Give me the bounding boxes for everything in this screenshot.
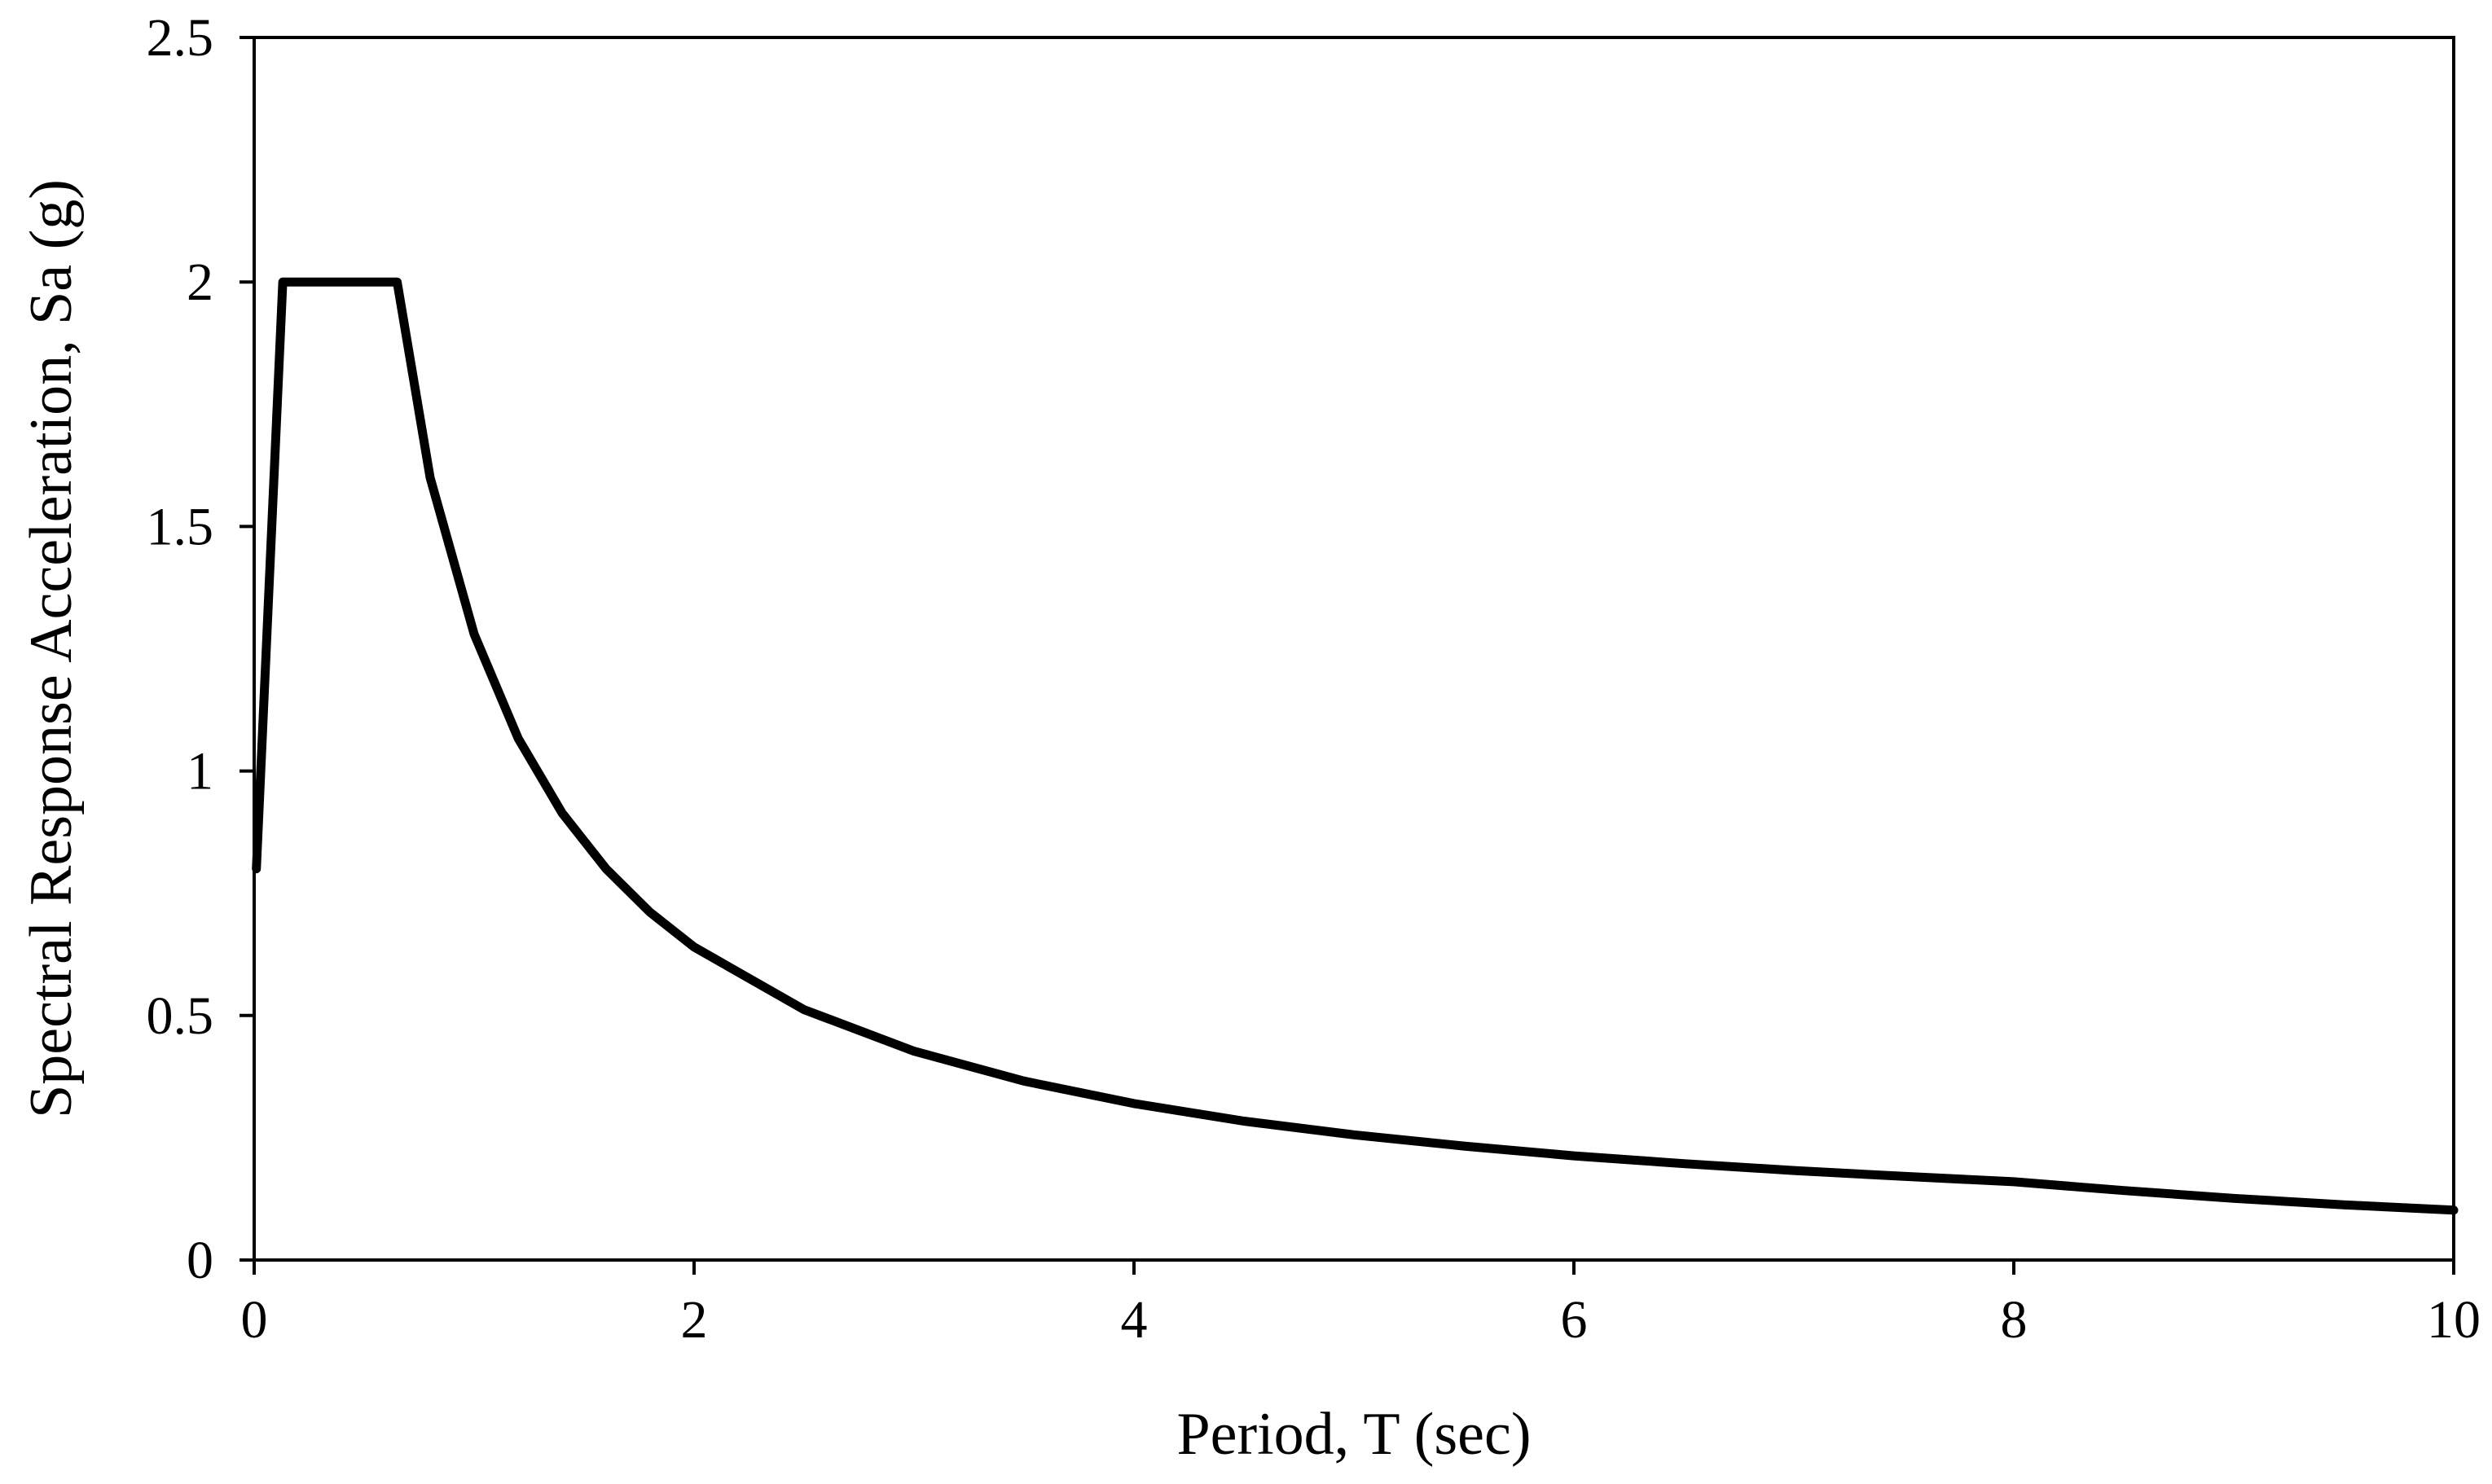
data-point [1900, 1172, 1908, 1181]
series-line [252, 277, 2459, 1215]
data-point [1020, 1077, 1028, 1086]
x-tick-label: 10 [2427, 1290, 2481, 1350]
data-point [470, 630, 478, 639]
data-point [2120, 1186, 2128, 1195]
plot-area-frame [253, 36, 2455, 1262]
data-points [252, 278, 2458, 1214]
data-point [1790, 1166, 1798, 1175]
x-axis-title: Period, T (sec) [1176, 1401, 1531, 1468]
data-point [1570, 1152, 1578, 1161]
data-point [393, 278, 402, 287]
x-tick-label: 2 [681, 1290, 708, 1350]
data-point [279, 278, 288, 287]
y-tick-label: 1 [187, 742, 213, 801]
x-tick-label: 0 [241, 1290, 268, 1350]
x-tick-label: 6 [1561, 1290, 1588, 1350]
data-point [1460, 1142, 1468, 1151]
data-point [558, 809, 566, 818]
y-tick-label: 1.5 [147, 497, 214, 556]
data-point [602, 864, 610, 873]
data-point [1680, 1159, 1688, 1168]
x-axis-ticks: 0 2 4 6 8 10 [241, 1260, 2481, 1350]
data-point [910, 1047, 918, 1056]
x-tick-label: 8 [2001, 1290, 2028, 1350]
data-point [800, 1005, 808, 1014]
data-point [646, 908, 654, 917]
data-point [2010, 1177, 2018, 1186]
data-point [2230, 1194, 2238, 1203]
data-point [514, 734, 522, 743]
y-tick-label: 2 [187, 252, 213, 312]
data-point [2340, 1201, 2348, 1210]
y-tick-label: 0.5 [147, 986, 214, 1046]
data-point [1350, 1131, 1358, 1139]
y-axis-title: Spectral Response Acceleration, Sa (g) [18, 179, 85, 1118]
y-tick-label: 0 [187, 1231, 213, 1290]
data-point [690, 942, 698, 951]
data-point [426, 473, 434, 482]
data-point [1130, 1099, 1138, 1108]
data-point [252, 864, 261, 873]
x-tick-label: 4 [1121, 1290, 1148, 1350]
data-point [1240, 1117, 1248, 1126]
y-axis-ticks: 0 0.5 1 1.5 2 2.5 [147, 8, 254, 1290]
y-tick-label: 2.5 [147, 8, 214, 68]
data-point [2450, 1205, 2458, 1214]
